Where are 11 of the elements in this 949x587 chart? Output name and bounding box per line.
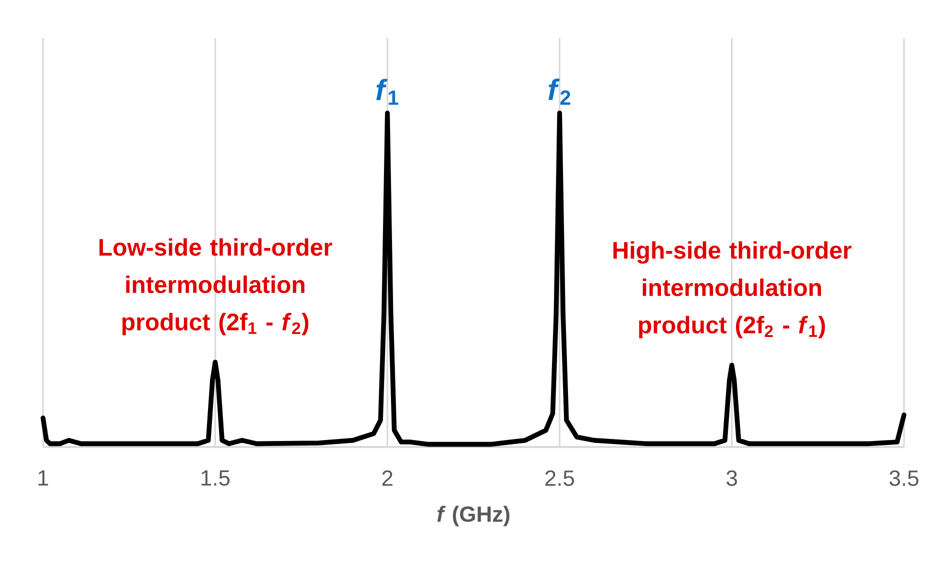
- x-axis-title: f (GHz): [437, 506, 510, 526]
- x-tick-label: 1.5: [202, 470, 230, 486]
- x-tick-label: 3: [726, 470, 737, 486]
- x-tick-label: 3.5: [890, 470, 918, 486]
- annotation: f$_{2}$: [548, 78, 570, 105]
- annotation: Low-side third-order intermodulation product (2f$_{1}$ - f$_{2}$): [99, 238, 332, 336]
- x-tick-label: 1: [38, 470, 48, 486]
- annotation: f$_{1}$: [376, 78, 398, 105]
- annotation: High-side third-order intermodulation product (2f$_{2}$ - f$_{1}$): [613, 241, 852, 338]
- x-tick-label: 2: [382, 470, 392, 486]
- x-tick-label: 2.5: [545, 470, 574, 486]
